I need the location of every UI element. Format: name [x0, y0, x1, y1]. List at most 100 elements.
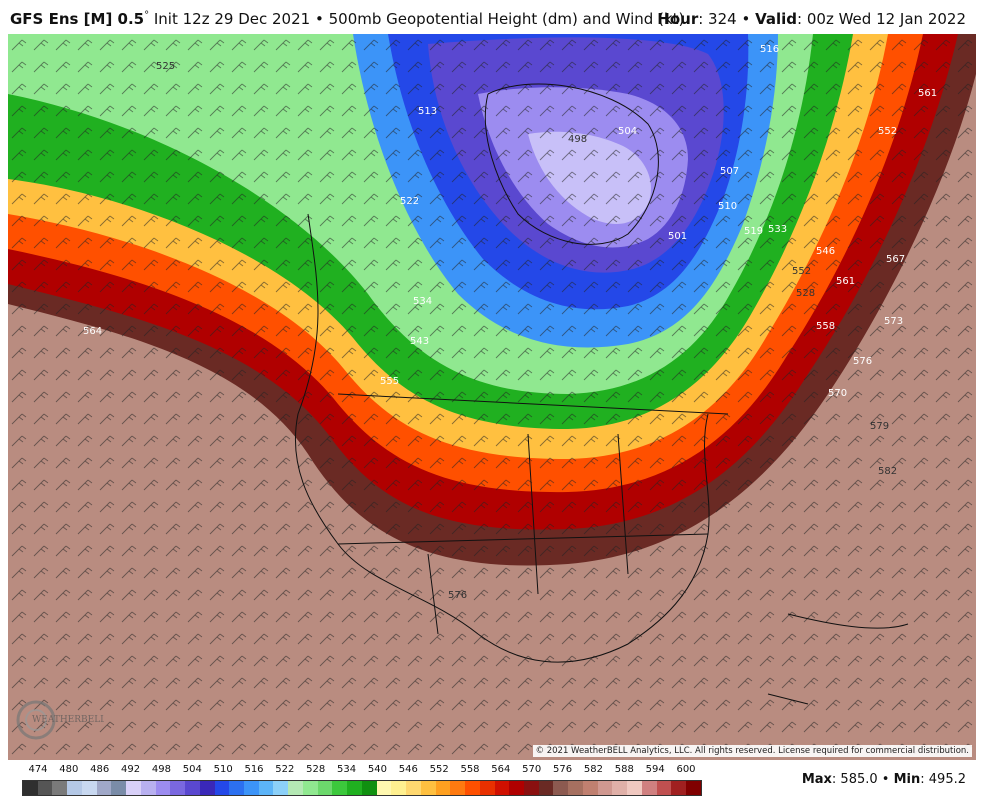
legend-tick-label: 546	[398, 764, 418, 775]
legend-swatch	[23, 781, 38, 795]
legend-swatch	[450, 781, 466, 795]
legend-tick-label: 480	[59, 764, 79, 775]
legend-color-bar	[22, 780, 702, 796]
contour-label: 576	[853, 356, 872, 367]
legend-swatch	[361, 781, 377, 795]
legend-swatch	[420, 781, 436, 795]
legend-swatch	[111, 781, 127, 795]
legend-swatch	[170, 781, 186, 795]
legend-swatch	[317, 781, 333, 795]
model-name: GFS Ens [M] 0.5	[10, 10, 145, 28]
legend-swatch	[155, 781, 171, 795]
title-bullet: •	[314, 10, 324, 28]
legend-swatch	[81, 781, 97, 795]
copyright-notice: © 2021 WeatherBELL Analytics, LLC. All r…	[532, 745, 972, 757]
valid-time-header: Hour: 324 • Valid: 00z Wed 12 Jan 2022	[657, 10, 966, 28]
legend-swatch	[641, 781, 657, 795]
contour-label: 561	[836, 276, 855, 287]
legend-tick-label: 564	[491, 764, 511, 775]
legend-tick-label: 576	[553, 764, 573, 775]
legend-tick-label: 588	[614, 764, 634, 775]
legend-tick-label: 552	[429, 764, 449, 775]
legend-tick-label: 582	[583, 764, 603, 775]
contour-label: 522	[400, 196, 419, 207]
contour-label: 534	[413, 296, 432, 307]
legend-tick-labels: 474 480 486 492 498 504 510 516 522 528 534 540 546 5…	[22, 764, 702, 778]
legend-tick-label: 492	[121, 764, 141, 775]
valid-value: : 00z Wed 12 Jan 2022	[797, 10, 966, 28]
contour-label: 555	[380, 376, 399, 387]
contour-label: 533	[768, 224, 787, 235]
legend-swatch	[96, 781, 112, 795]
legend-swatch	[406, 781, 421, 795]
legend-tick-label: 534	[337, 764, 357, 775]
legend-tick-label: 594	[645, 764, 665, 775]
legend-swatch	[523, 781, 539, 795]
legend-swatch	[52, 781, 68, 795]
legend-tick-label: 510	[213, 764, 233, 775]
legend-swatch	[435, 781, 451, 795]
legend-swatch	[347, 781, 362, 795]
contour-label: 543	[410, 336, 429, 347]
logo-text: WEATHERBELL	[32, 715, 104, 725]
max-min-readout: Max: 585.0 • Min: 495.2	[802, 772, 966, 787]
legend-swatch	[302, 781, 318, 795]
weather-map[interactable]: 525 516 513 522 504 498 501 507 510 519 …	[8, 34, 976, 760]
legend-swatch	[199, 781, 215, 795]
contour-label: 519	[744, 226, 763, 237]
contour-label: 504	[618, 126, 637, 137]
legend-swatch	[37, 781, 53, 795]
legend-swatch	[568, 781, 583, 795]
legend-swatch	[494, 781, 510, 795]
legend-swatch	[376, 781, 392, 795]
contour-label: 528	[796, 288, 815, 299]
degree-symbol: °	[144, 10, 150, 21]
legend-swatch	[509, 781, 524, 795]
legend-swatch	[391, 781, 407, 795]
contour-label: 579	[870, 421, 889, 432]
legend-tick-label: 516	[244, 764, 264, 775]
contour-label: 582	[878, 466, 897, 477]
hour-value: : 324	[698, 10, 737, 28]
contour-label: 552	[878, 126, 897, 137]
legend-swatch	[288, 781, 303, 795]
contour-label: 564	[83, 326, 102, 337]
contour-label: 558	[816, 321, 835, 332]
legend-swatch	[627, 781, 642, 795]
legend-swatch	[465, 781, 480, 795]
max-value: : 585.0	[831, 772, 878, 787]
contour-label: 561	[918, 88, 937, 99]
contour-label: 510	[718, 201, 737, 212]
contour-label: 576	[448, 590, 467, 601]
maxmin-bullet: •	[881, 772, 890, 787]
contour-label: 570	[828, 388, 847, 399]
legend-swatch	[273, 781, 289, 795]
color-legend: 474 480 486 492 498 504 510 516 522 528 534 540 546 5…	[22, 764, 702, 796]
contour-label: 546	[816, 246, 835, 257]
legend-swatch	[126, 781, 141, 795]
legend-swatch	[553, 781, 569, 795]
weatherbell-logo: WEATHERBELL	[14, 696, 104, 742]
legend-tick-label: 558	[460, 764, 480, 775]
contour-label: 516	[760, 44, 779, 55]
min-label: Min	[893, 772, 921, 787]
contour-label: 552	[792, 266, 811, 277]
legend-tick-label: 486	[90, 764, 110, 775]
weatherbell-logo-icon: WEATHERBELL	[16, 700, 104, 740]
legend-tick-label: 504	[182, 764, 202, 775]
contour-label-group: 525 516 513 522 504 498 501 507 510 519 …	[83, 44, 937, 601]
legend-tick-label: 528	[306, 764, 326, 775]
legend-swatch	[656, 781, 672, 795]
legend-swatch	[67, 781, 82, 795]
legend-tick-label: 570	[522, 764, 542, 775]
header-bullet: •	[741, 10, 751, 28]
contour-label: 525	[156, 61, 175, 72]
contour-label: 513	[418, 106, 437, 117]
legend-swatch	[538, 781, 554, 795]
contour-label: 498	[568, 134, 587, 145]
product-name: 500mb Geopotential Height (dm) and Wind …	[328, 10, 685, 28]
legend-swatch	[258, 781, 274, 795]
legend-swatch	[229, 781, 245, 795]
legend-swatch	[671, 781, 687, 795]
contour-label: 501	[668, 231, 687, 242]
